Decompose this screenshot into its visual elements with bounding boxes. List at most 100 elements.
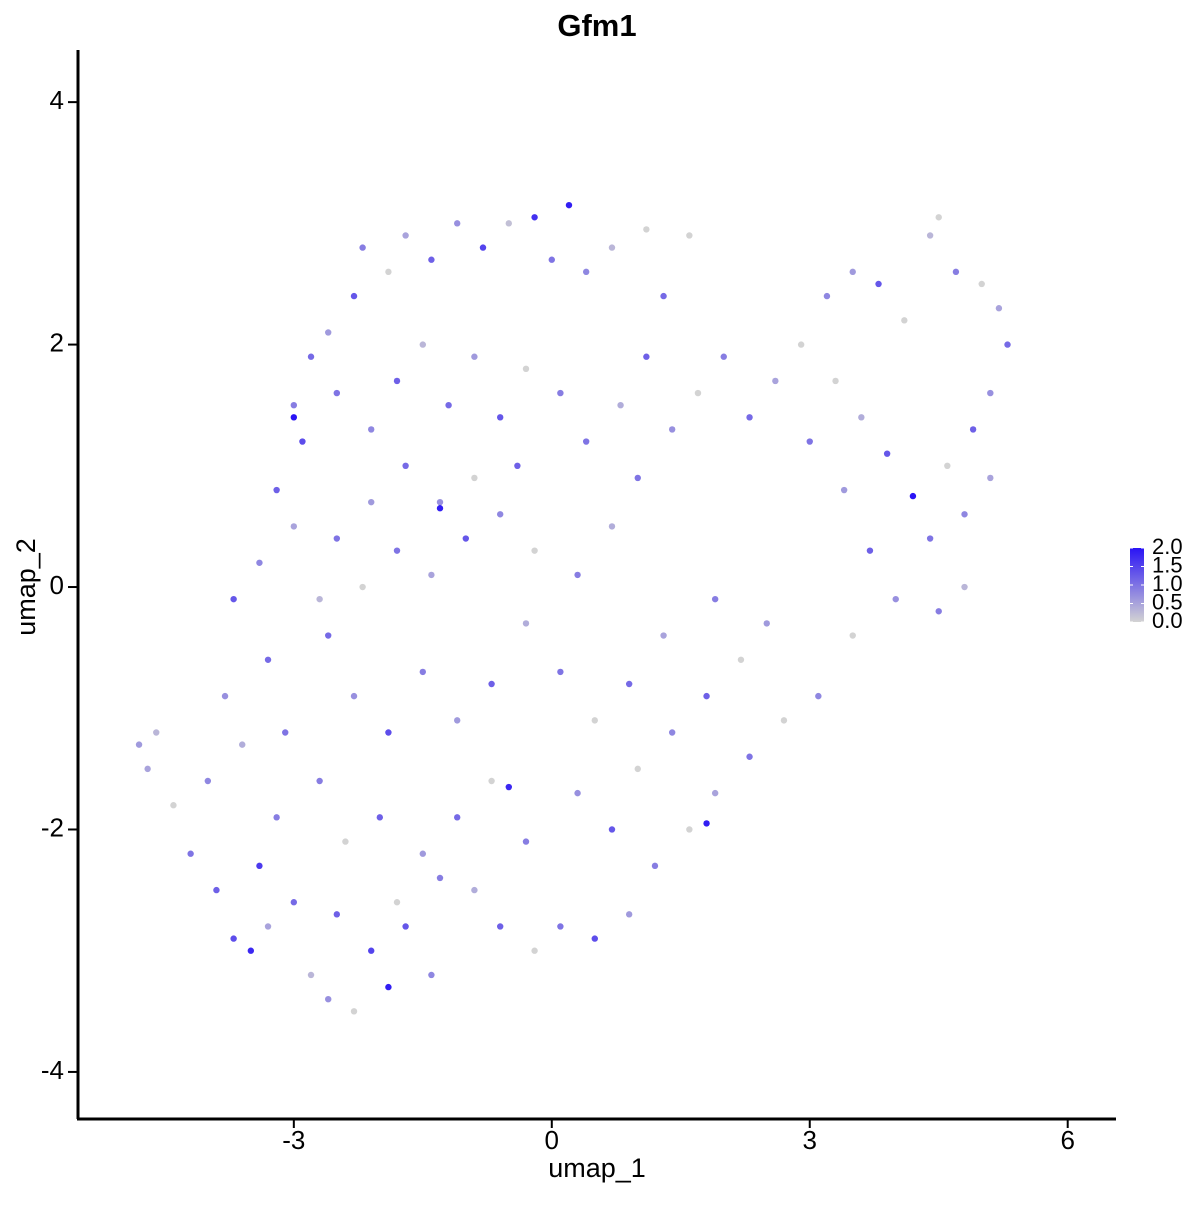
point xyxy=(359,583,366,591)
point xyxy=(832,377,839,385)
point xyxy=(333,389,341,397)
point xyxy=(230,595,237,603)
point xyxy=(892,595,899,603)
point xyxy=(479,244,487,251)
point xyxy=(170,802,177,809)
colorbar-label: 0.5 xyxy=(1152,589,1183,614)
point xyxy=(496,511,504,518)
point xyxy=(454,814,461,821)
x-axis-label: umap_1 xyxy=(548,1153,646,1183)
point xyxy=(746,753,753,760)
point xyxy=(668,426,676,433)
point xyxy=(290,414,298,421)
colorbar-label: 2.0 xyxy=(1152,534,1183,559)
point xyxy=(428,571,435,579)
point xyxy=(875,280,882,288)
colorbar xyxy=(1130,548,1144,622)
point xyxy=(496,923,504,930)
point xyxy=(531,214,538,221)
point xyxy=(419,850,427,857)
point xyxy=(368,498,375,506)
point xyxy=(316,777,323,785)
point xyxy=(711,789,719,797)
point xyxy=(496,414,504,421)
point xyxy=(256,862,263,870)
point xyxy=(625,911,633,918)
point xyxy=(273,486,280,494)
point xyxy=(282,729,289,736)
point xyxy=(419,341,427,348)
point xyxy=(720,353,727,360)
point xyxy=(901,317,908,324)
point xyxy=(935,608,942,615)
point xyxy=(686,826,693,833)
point xyxy=(582,438,590,445)
point xyxy=(703,820,710,827)
point xyxy=(531,547,538,554)
point xyxy=(660,632,667,639)
y-axis-label: umap_2 xyxy=(11,538,41,636)
point xyxy=(608,523,616,530)
point xyxy=(961,583,968,591)
point xyxy=(952,268,960,276)
point xyxy=(488,680,495,688)
point xyxy=(858,414,865,421)
point xyxy=(299,438,306,445)
point xyxy=(522,838,530,845)
point xyxy=(505,783,512,791)
point xyxy=(625,680,633,688)
point xyxy=(780,717,788,724)
point xyxy=(987,474,994,482)
point xyxy=(840,486,848,494)
point xyxy=(393,377,401,385)
point xyxy=(333,535,341,542)
point xyxy=(204,777,212,785)
points xyxy=(135,201,1011,1015)
point xyxy=(806,438,813,445)
point xyxy=(393,547,401,554)
point xyxy=(557,668,564,676)
point xyxy=(368,426,375,433)
point xyxy=(961,511,968,518)
point xyxy=(350,1008,358,1015)
point xyxy=(350,292,358,300)
point xyxy=(213,886,220,894)
point xyxy=(264,656,272,663)
point xyxy=(1004,341,1011,348)
point xyxy=(995,305,1003,312)
colorbar-label: 1.5 xyxy=(1152,552,1183,577)
point xyxy=(402,232,409,239)
point xyxy=(230,935,237,942)
point xyxy=(651,862,659,870)
point xyxy=(135,741,143,748)
x-tick-label: -3 xyxy=(282,1125,305,1155)
point xyxy=(144,765,151,773)
point xyxy=(634,765,641,773)
point xyxy=(436,498,444,506)
point xyxy=(711,595,719,603)
x-tick-label: 3 xyxy=(803,1125,817,1155)
point xyxy=(368,947,375,954)
point xyxy=(686,232,693,239)
point xyxy=(462,535,470,542)
point xyxy=(256,559,263,566)
point xyxy=(342,838,349,845)
point xyxy=(737,656,745,663)
y-tick-label: 2 xyxy=(50,327,64,357)
point xyxy=(221,692,229,700)
y-tick-label: -4 xyxy=(41,1055,64,1085)
point xyxy=(987,389,994,397)
point xyxy=(582,268,590,276)
point xyxy=(428,256,435,263)
point xyxy=(978,280,985,288)
point xyxy=(471,474,478,482)
point xyxy=(333,911,341,918)
point xyxy=(153,729,160,736)
point xyxy=(436,505,444,512)
point xyxy=(445,401,452,409)
point xyxy=(694,389,702,397)
point xyxy=(746,414,753,421)
x-tick-label: 6 xyxy=(1060,1125,1074,1155)
point xyxy=(454,220,461,227)
